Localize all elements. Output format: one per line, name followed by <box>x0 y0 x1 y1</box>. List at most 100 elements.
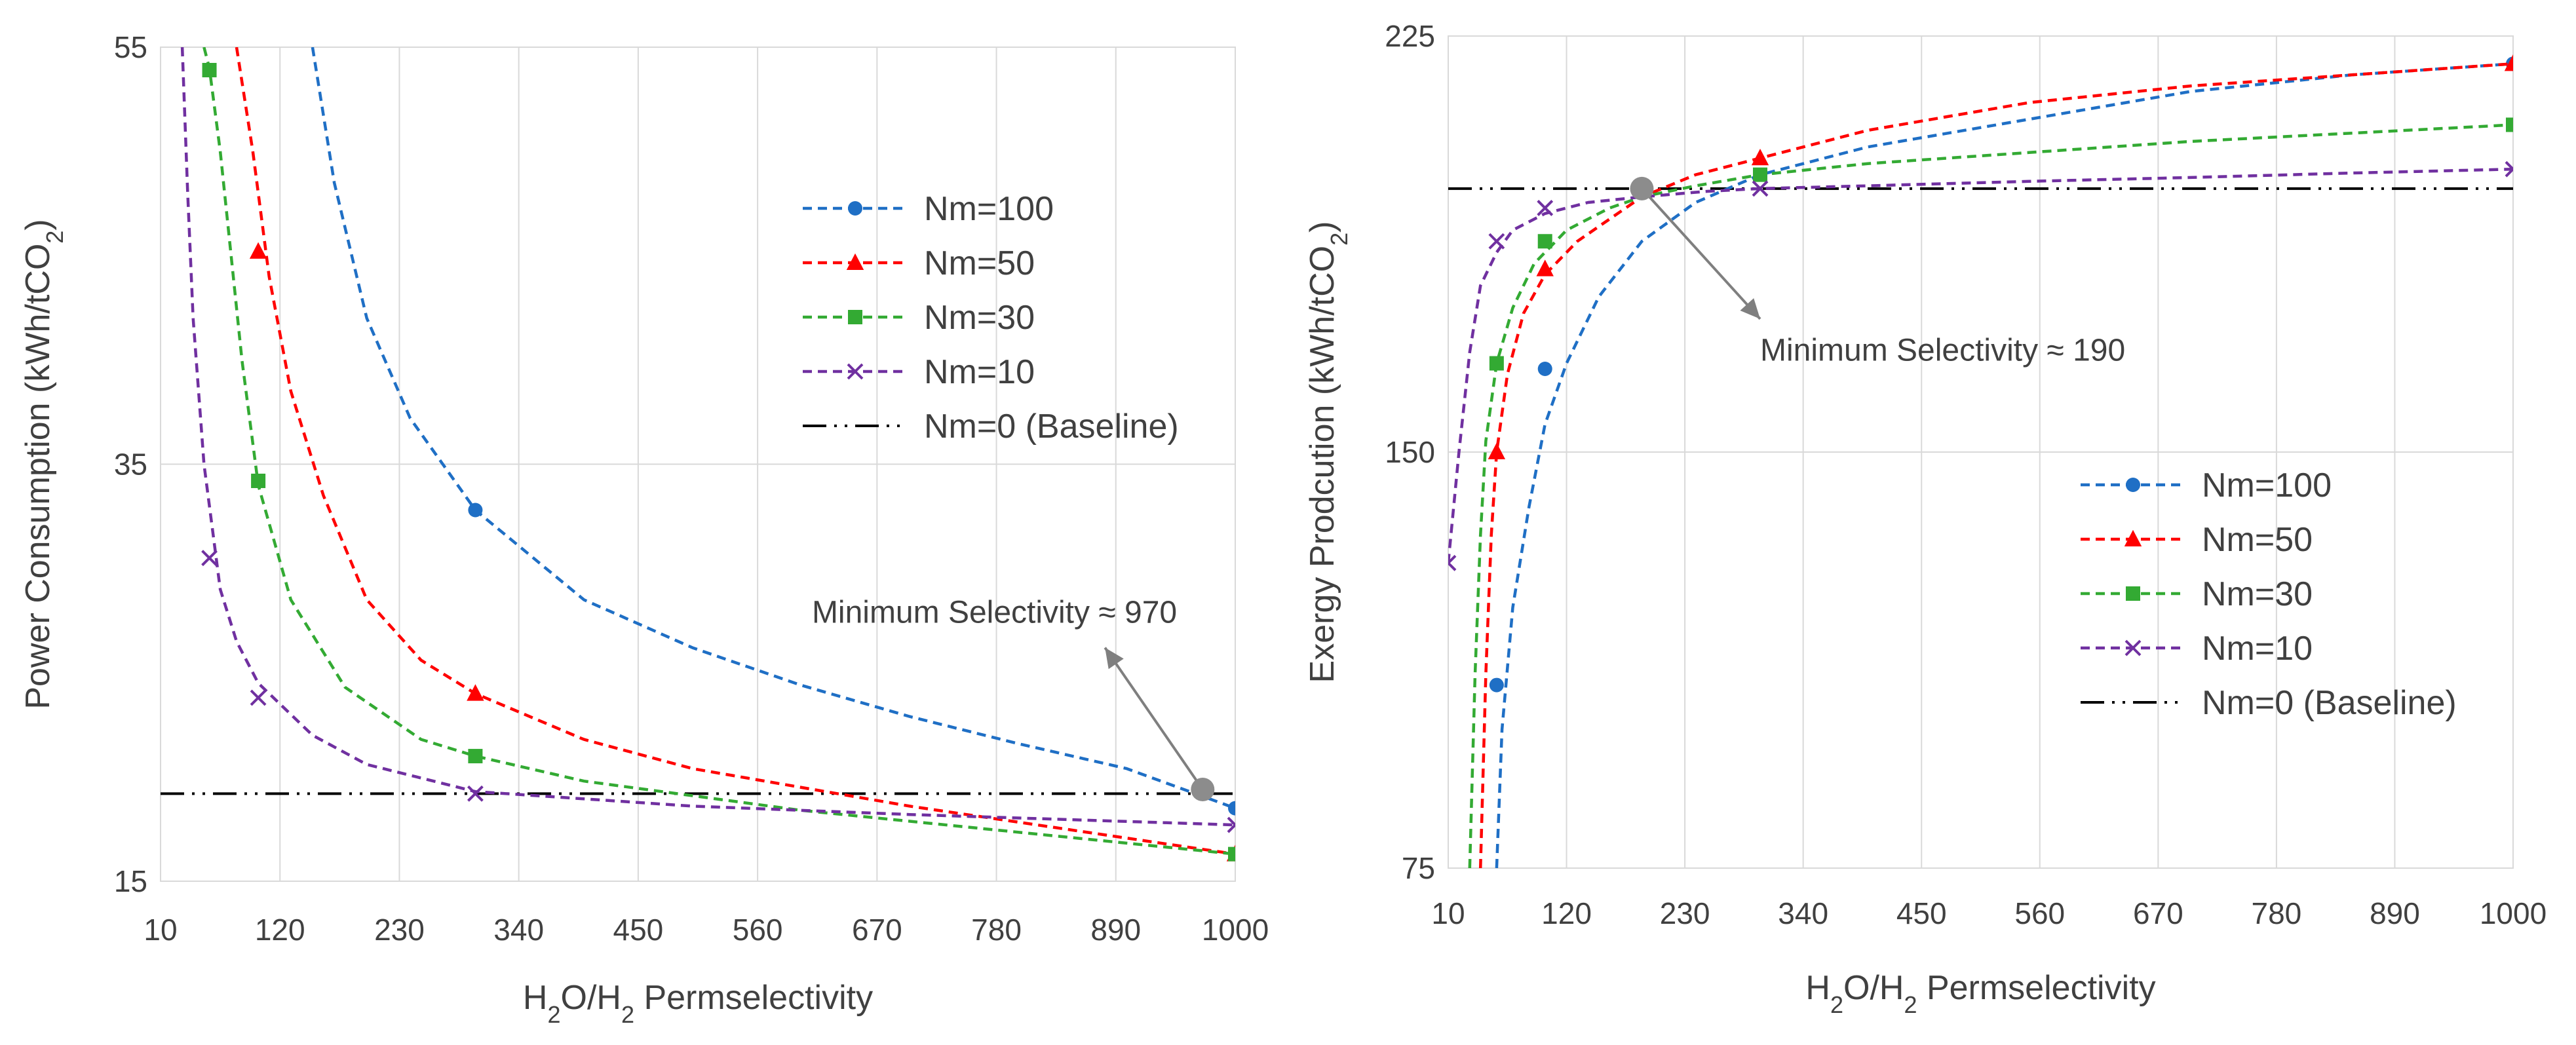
legend-label: Nm=0 (Baseline) <box>2202 684 2457 722</box>
series-nm-10-line <box>1448 167 2513 563</box>
series-nm-50-marker <box>249 242 267 259</box>
x-tick-label: 120 <box>1541 896 1592 930</box>
series-nm-50-marker <box>1536 259 1554 276</box>
y-tick-label: 225 <box>1385 19 1435 53</box>
legend-item-nm-100: Nm=100 <box>2081 466 2332 504</box>
legend: Nm=100 Nm=50 Nm=30 Nm=10 Nm=0 (Baseline) <box>803 190 1179 446</box>
plot-area-border <box>1448 35 2514 869</box>
x-tick-label: 560 <box>2014 896 2065 930</box>
y-tick-label: 35 <box>114 447 147 482</box>
annotation: Minimum Selectivity ≈ 190 <box>1630 176 2125 368</box>
series-nm-50-line <box>1478 62 2513 868</box>
series-nm-10-marker <box>467 785 484 802</box>
y-axis-title: Power Consumption (kWh/tCO2) <box>19 219 68 709</box>
series-nm-30-line <box>202 47 1235 856</box>
gridlines <box>1448 35 2514 869</box>
legend-label: Nm=10 <box>2202 630 2313 668</box>
y-axis-title: Exergy Prodcution (kWh/tCO2) <box>1303 221 1353 683</box>
legend-label: Nm=30 <box>924 299 1035 337</box>
series-nm-50-marker <box>2504 54 2513 71</box>
series-nm-30-marker <box>251 473 266 488</box>
x-tick-label: 120 <box>255 913 305 947</box>
legend-label: Nm=10 <box>924 353 1035 391</box>
x-axis-title: H2O/H2 Permselectivity <box>523 979 873 1028</box>
gridlines <box>160 47 1236 882</box>
series-group <box>1448 54 2513 868</box>
x-tick-label: 890 <box>1090 913 1141 947</box>
legend-label: Nm=50 <box>924 244 1035 282</box>
series-nm-30-marker <box>1228 846 1235 862</box>
x-tick-label: 560 <box>733 913 783 947</box>
series-nm-30-marker <box>202 63 217 78</box>
series-nm-10-line <box>180 47 1235 827</box>
x-tick-label: 780 <box>971 913 1022 947</box>
legend-item-nm-100: Nm=100 <box>803 190 1054 228</box>
power-consumption-chart: 10 120 230 340 450 560 670 780 890 1000 15 35 55 H2O/… <box>19 30 1269 1028</box>
legend-item-nm-10: Nm=10 <box>2081 630 2313 668</box>
series-nm-100-marker <box>468 503 483 518</box>
y-tick-label: 150 <box>1385 435 1435 469</box>
x-axis-title: H2O/H2 Permselectivity <box>1805 969 2155 1018</box>
series-nm-10-marker <box>201 550 218 567</box>
x-tick-label: 340 <box>1778 896 1828 930</box>
legend-label: Nm=0 (Baseline) <box>924 408 1179 446</box>
x-tick-label: 340 <box>493 913 544 947</box>
y-tick-label: 55 <box>114 30 147 64</box>
legend-marker <box>848 201 862 216</box>
annotation-arrow <box>1640 187 1761 320</box>
x-tick-label: 230 <box>1660 896 1710 930</box>
exergy-production-chart: 10 120 230 340 450 560 670 780 890 1000 75 150 225 H2… <box>1303 19 2547 1018</box>
series-nm-30-marker <box>468 749 483 764</box>
legend-item-nm-10: Nm=10 <box>803 353 1035 391</box>
y-tick-label: 15 <box>114 864 147 898</box>
legend-label: Nm=100 <box>2202 466 2332 504</box>
legend-marker <box>2124 639 2142 656</box>
series-nm-30-line <box>1468 123 2513 868</box>
series-nm-100-marker <box>1228 801 1235 816</box>
series-nm-50-line <box>235 47 1235 856</box>
legend-item-nm-0-baseline: Nm=0 (Baseline) <box>2081 684 2457 722</box>
series-nm-30-marker <box>1537 234 1552 249</box>
series-nm-100-line <box>311 47 1235 810</box>
legend-item-nm-50: Nm=50 <box>803 244 1035 282</box>
annotation-arrowhead <box>1740 298 1761 319</box>
x-tick-label: 780 <box>2252 896 2302 930</box>
series-nm-100-marker <box>1489 677 1504 693</box>
series-nm-10-marker <box>1488 233 1505 250</box>
x-tick-label: 450 <box>613 913 664 947</box>
series-nm-100-line <box>1495 62 2513 868</box>
series-group <box>180 47 1235 862</box>
series-nm-10-marker <box>1227 816 1235 833</box>
x-tick-label: 890 <box>2370 896 2420 930</box>
series-nm-30-marker <box>1753 167 1768 182</box>
annotation-label: Minimum Selectivity ≈ 190 <box>1760 333 2125 368</box>
legend-marker <box>848 310 862 324</box>
x-tick-label: 1000 <box>1202 913 1269 947</box>
plot-area-border <box>160 47 1236 882</box>
series-nm-100-marker <box>1537 362 1552 376</box>
series-nm-10-marker <box>1448 554 1457 571</box>
x-tick-label: 1000 <box>2480 896 2547 930</box>
series-nm-10-marker <box>1537 200 1554 216</box>
legend-marker <box>2124 529 2142 546</box>
x-tick-label: 10 <box>144 913 177 947</box>
legend-marker <box>846 253 864 270</box>
series-nm-50-marker <box>1488 442 1506 459</box>
legend-item-nm-30: Nm=30 <box>803 299 1035 337</box>
series-nm-10-marker <box>1752 180 1769 197</box>
series-nm-10-marker <box>250 689 267 706</box>
annotation-label: Minimum Selectivity ≈ 970 <box>812 595 1177 630</box>
legend-item-nm-30: Nm=30 <box>2081 575 2313 613</box>
annotation: Minimum Selectivity ≈ 970 <box>812 595 1215 801</box>
annotation-arrow <box>1104 647 1204 791</box>
series-nm-50-marker <box>467 684 484 701</box>
legend-marker <box>2126 478 2140 492</box>
x-tick-label: 670 <box>852 913 902 947</box>
annotation-arrowhead <box>1105 647 1124 670</box>
y-tick-label: 75 <box>1402 851 1435 885</box>
x-tick-label: 450 <box>1896 896 1947 930</box>
series-nm-10-marker <box>2505 161 2513 178</box>
series-nm-30-marker <box>2506 117 2513 132</box>
